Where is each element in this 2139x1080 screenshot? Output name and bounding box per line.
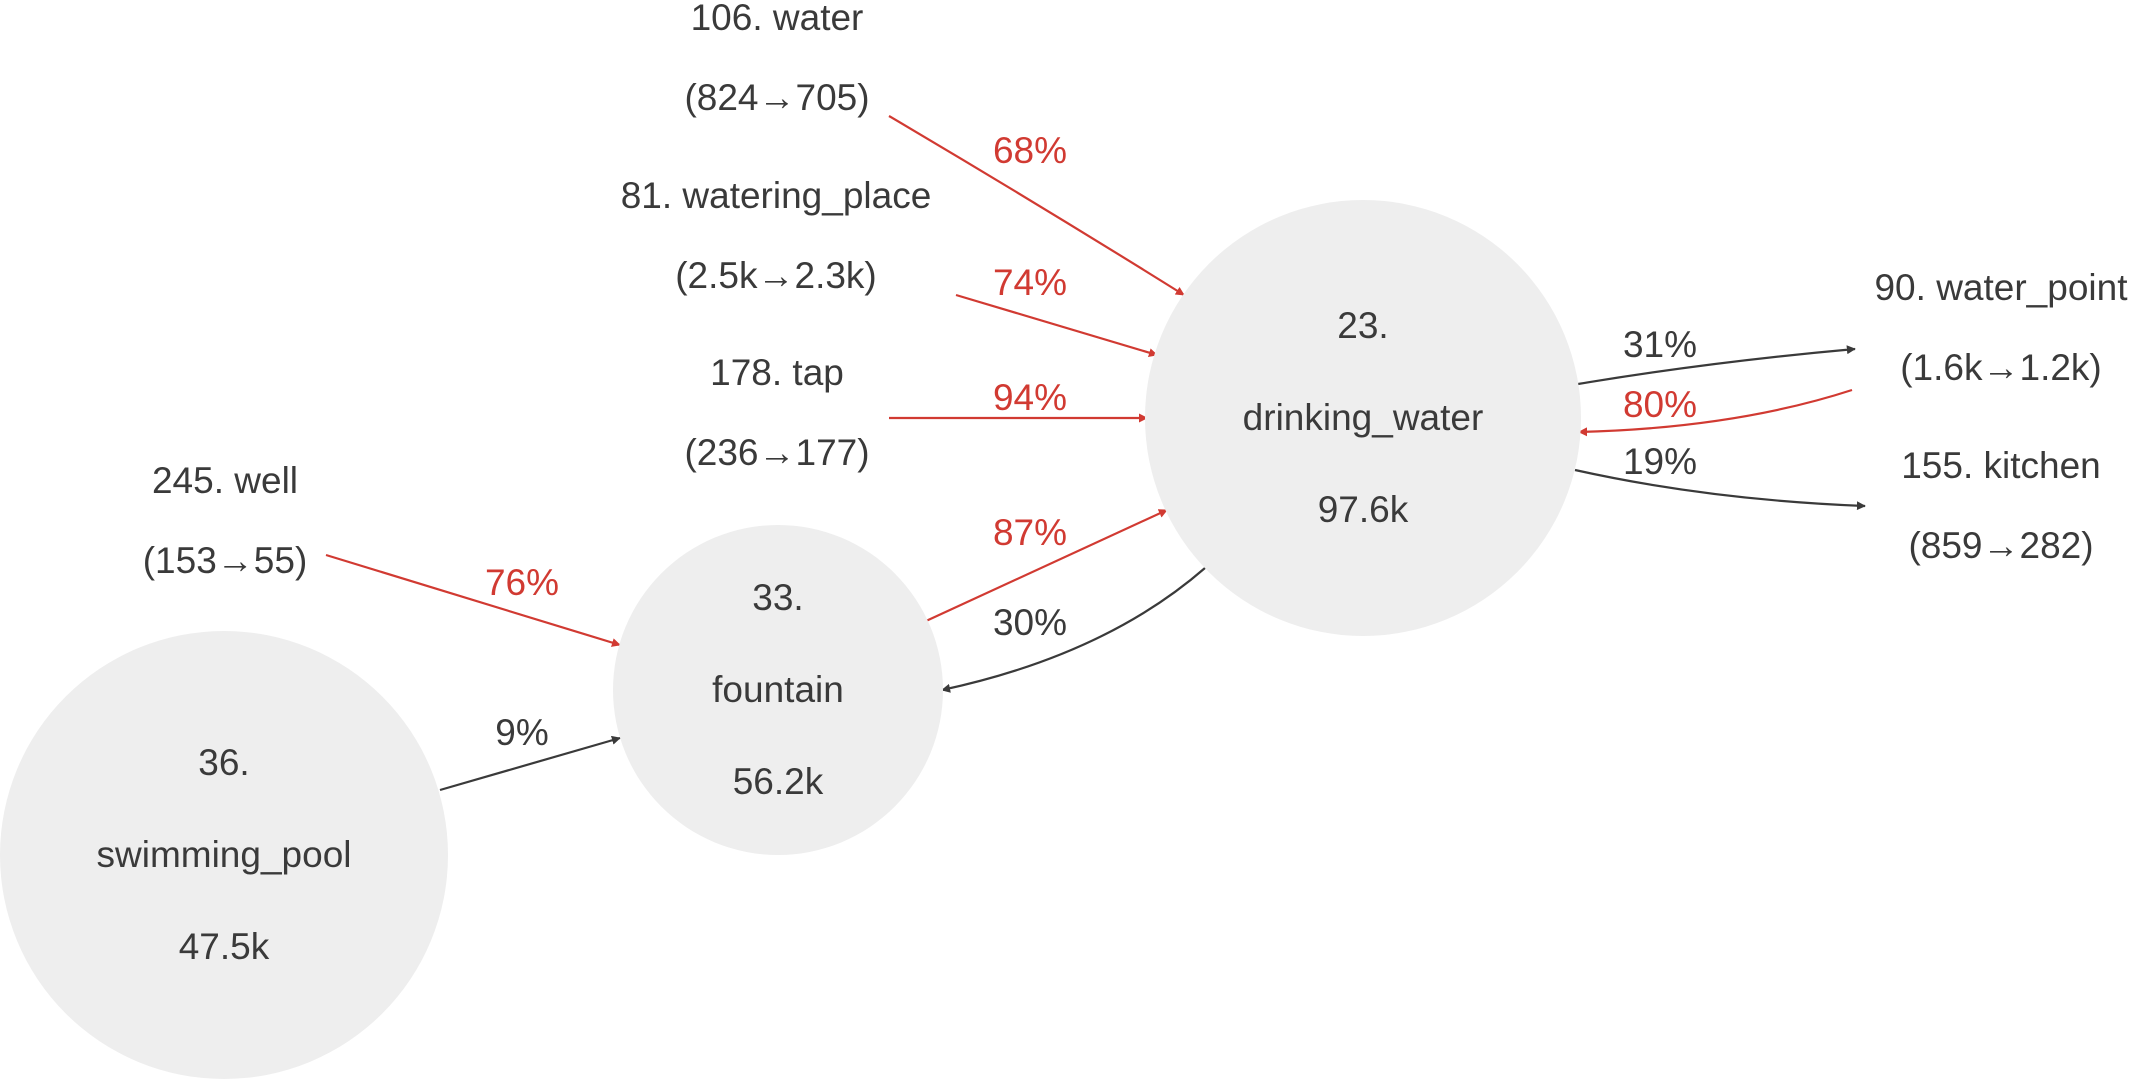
edge-label-watering_place-to-drinking_water: 74%: [993, 262, 1067, 303]
edge-label-drinking_water-to-kitchen: 19%: [1623, 441, 1697, 482]
external-tag-tap[interactable]: 178. tap (236→177): [684, 352, 869, 473]
node-drinking_water[interactable]: 23. drinking_water 97.6k: [1145, 200, 1581, 636]
edge-label-drinking_water-to-fountain: 30%: [993, 602, 1067, 643]
edge-water_point-to-drinking_water: [1579, 390, 1852, 432]
edge-label-tap-to-drinking_water: 94%: [993, 377, 1067, 418]
node-fountain[interactable]: 33. fountain 56.2k: [613, 525, 943, 855]
external-tag-watering_place[interactable]: 81. watering_place (2.5k→2.3k): [621, 175, 932, 296]
labels-layer: 68% 74% 94% 87% 30% 76% 9% 31% 80% 19% 106. water (…: [143, 0, 2128, 753]
node-swimming_pool[interactable]: 36. swimming_pool 47.5k: [0, 631, 448, 1079]
edge-well-to-fountain: [326, 555, 620, 645]
external-tag-range-well: (153→55): [143, 540, 308, 581]
external-tag-well[interactable]: 245. well (153→55): [143, 460, 308, 581]
external-tag-title-watering_place: 81. watering_place: [621, 175, 932, 216]
edge-drinking_water-to-kitchen: [1575, 470, 1865, 506]
external-tag-title-tap: 178. tap: [710, 352, 844, 393]
node-count-fountain: 56.2k: [733, 761, 824, 802]
edge-label-water-to-drinking_water: 68%: [993, 130, 1067, 171]
external-tag-title-well: 245. well: [152, 460, 298, 501]
edge-label-swimming_pool-to-fountain: 9%: [495, 712, 548, 753]
external-tag-range-water: (824→705): [684, 77, 869, 118]
external-tag-title-kitchen: 155. kitchen: [1901, 445, 2101, 486]
node-name-swimming_pool: swimming_pool: [97, 834, 352, 875]
edge-label-fountain-to-drinking_water: 87%: [993, 512, 1067, 553]
node-name-drinking_water: drinking_water: [1243, 397, 1484, 438]
node-rank-fountain: 33.: [752, 577, 803, 618]
node-rank-swimming_pool: 36.: [198, 742, 249, 783]
node-count-drinking_water: 97.6k: [1318, 489, 1409, 530]
external-tag-title-water: 106. water: [691, 0, 864, 38]
external-tag-range-kitchen: (859→282): [1908, 525, 2093, 566]
node-name-fountain: fountain: [712, 669, 844, 710]
node-count-swimming_pool: 47.5k: [179, 926, 270, 967]
external-tag-range-watering_place: (2.5k→2.3k): [675, 255, 877, 296]
external-tag-range-water_point: (1.6k→1.2k): [1900, 347, 2102, 388]
edge-drinking_water-to-water_point: [1578, 349, 1855, 384]
edge-label-well-to-fountain: 76%: [485, 562, 559, 603]
external-tag-kitchen[interactable]: 155. kitchen (859→282): [1901, 445, 2101, 566]
edge-watering_place-to-drinking_water: [956, 295, 1157, 355]
external-tag-water_point[interactable]: 90. water_point (1.6k→1.2k): [1874, 267, 2128, 388]
external-tag-water[interactable]: 106. water (824→705): [684, 0, 869, 118]
edge-drinking_water-to-fountain: [942, 568, 1205, 690]
edge-label-drinking_water-to-water_point: 31%: [1623, 324, 1697, 365]
nodes-layer: 23. drinking_water 97.6k 33. fountain 56.2k 36…: [0, 200, 1581, 1079]
external-tag-range-tap: (236→177): [684, 432, 869, 473]
edge-label-water_point-to-drinking_water: 80%: [1623, 384, 1697, 425]
external-tag-title-water_point: 90. water_point: [1874, 267, 2128, 308]
node-rank-drinking_water: 23.: [1337, 305, 1388, 346]
